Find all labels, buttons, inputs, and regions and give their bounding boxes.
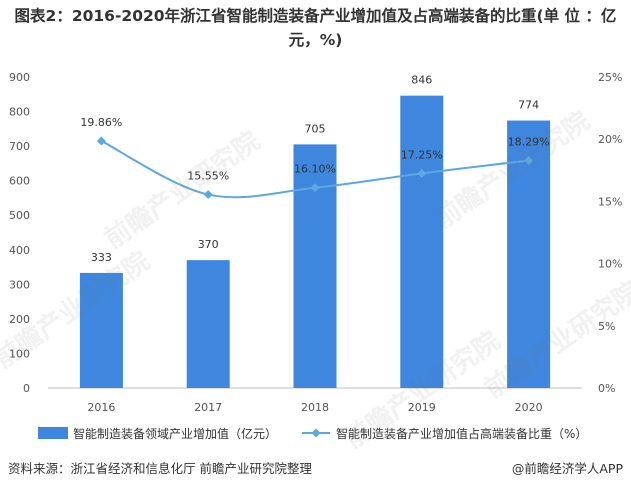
y-right-tick-label: 20% xyxy=(598,133,622,146)
source-note: 资料来源：浙江省经济和信息化厅 前瞻产业研究院整理 xyxy=(8,461,312,476)
y-left-tick-label: 100 xyxy=(9,347,30,360)
legend-line-marker xyxy=(311,428,321,438)
bar-value-label: 774 xyxy=(518,99,539,112)
y-left-tick-label: 400 xyxy=(9,244,30,257)
line-value-label: 16.10% xyxy=(294,163,336,176)
y-left-tick-label: 700 xyxy=(9,140,30,153)
x-tick-label: 2016 xyxy=(87,401,115,414)
line-value-label: 18.29% xyxy=(508,135,550,148)
bar xyxy=(400,95,444,388)
y-left-tick-label: 800 xyxy=(9,106,30,119)
y-right-tick-label: 10% xyxy=(598,258,622,271)
x-tick-label: 2018 xyxy=(301,401,329,414)
bar-value-label: 333 xyxy=(91,251,112,264)
y-left-tick-label: 600 xyxy=(9,175,30,188)
y-left-tick-label: 500 xyxy=(9,209,30,222)
y-left-tick-label: 900 xyxy=(9,71,30,84)
line-value-label: 19.86% xyxy=(80,116,122,129)
legend-bar-swatch xyxy=(38,427,68,439)
line-point xyxy=(310,183,320,193)
line-point xyxy=(96,136,106,146)
y-right-tick-label: 5% xyxy=(598,320,615,333)
y-left-tick-label: 0 xyxy=(23,382,30,395)
bar xyxy=(293,144,337,388)
bar xyxy=(507,120,551,388)
line-point xyxy=(524,155,534,165)
chart-title: 图表2：2016-2020年浙江省智能制造装备产业增加值及占高端装备的比重(单 … xyxy=(14,7,617,49)
bar-value-label: 370 xyxy=(198,238,219,251)
x-tick-label: 2020 xyxy=(515,401,543,414)
line-point xyxy=(203,190,213,200)
line-value-label: 15.55% xyxy=(187,170,229,183)
bar-value-label: 846 xyxy=(411,74,432,87)
y-right-tick-label: 0% xyxy=(598,382,615,395)
y-right-tick-label: 25% xyxy=(598,71,622,84)
brand-credit: @前瞻经济学人APP xyxy=(511,461,623,476)
bar-value-label: 705 xyxy=(305,122,326,135)
legend-line-label: 智能制造装备产业增加值占高端装备比重（%） xyxy=(336,426,587,441)
legend-bar-label: 智能制造装备领域产业增加值（亿元） xyxy=(73,426,277,441)
x-tick-label: 2017 xyxy=(194,401,222,414)
y-right-tick-label: 15% xyxy=(598,195,622,208)
bar xyxy=(186,260,230,388)
bar xyxy=(79,272,123,388)
x-tick-label: 2019 xyxy=(408,401,436,414)
y-left-tick-label: 300 xyxy=(9,278,30,291)
footer: 资料来源：浙江省经济和信息化厅 前瞻产业研究院整理 @前瞻经济学人APP xyxy=(0,454,631,482)
line-value-label: 17.25% xyxy=(401,148,443,161)
line-point xyxy=(417,168,427,178)
y-left-tick-label: 200 xyxy=(9,313,30,326)
